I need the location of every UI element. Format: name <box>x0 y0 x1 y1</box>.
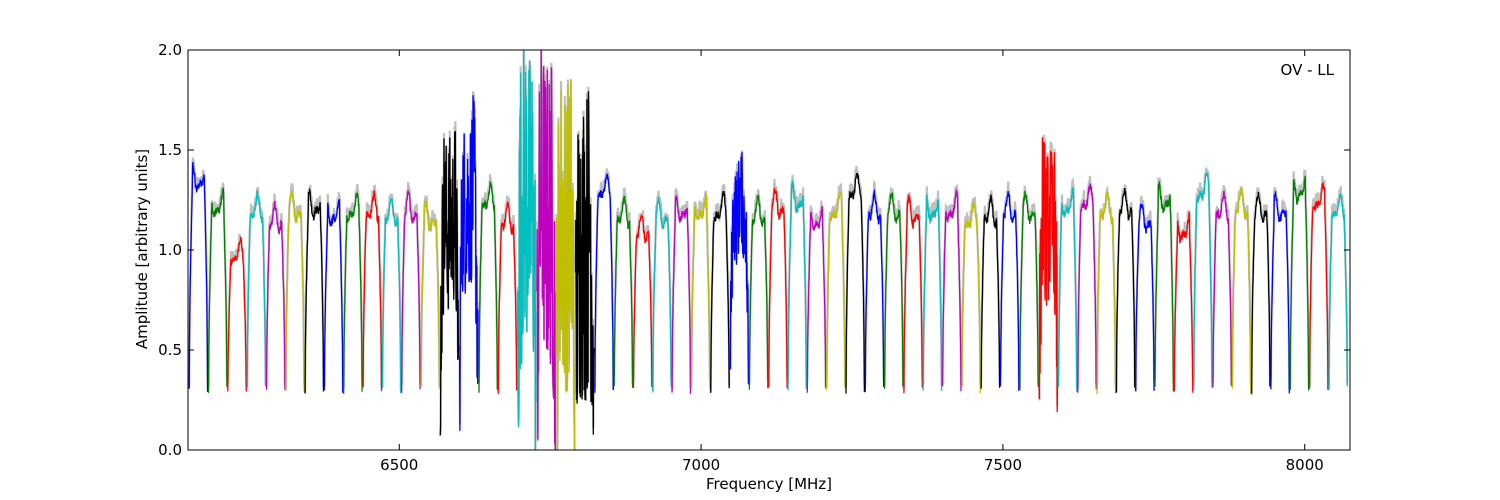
channel-trace-29 <box>748 194 769 390</box>
x-tick-label: 7500 <box>984 456 1022 474</box>
channel-trace-22 <box>613 195 634 388</box>
channel-trace-28 <box>729 152 750 385</box>
y-tick-label: 2.0 <box>158 41 182 59</box>
channel-trace-26 <box>690 193 711 388</box>
channel-trace-8 <box>343 192 363 395</box>
channel-trace-39 <box>941 188 962 392</box>
channel-trace-47 <box>1096 191 1117 395</box>
channel-trace-33 <box>825 191 846 390</box>
channel-trace-19 <box>555 80 576 450</box>
channel-trace-37 <box>903 194 923 394</box>
channel-trace-54 <box>1231 187 1252 394</box>
background-trace-segment <box>400 181 422 386</box>
channel-trace-17 <box>516 50 537 450</box>
background-trace-segment <box>844 165 866 388</box>
channel-trace-51 <box>1173 211 1194 393</box>
channel-trace-6 <box>304 187 325 394</box>
channel-trace-58 <box>1308 182 1329 390</box>
channel-trace-25 <box>671 193 692 394</box>
annotation-ov-ll: OV - LL <box>1281 61 1335 79</box>
channel-trace-11 <box>401 188 421 393</box>
channel-trace-2 <box>227 236 247 392</box>
x-tick-label: 6500 <box>380 456 418 474</box>
channel-trace-12 <box>420 200 441 389</box>
y-axis-label: Amplitude [arbitrary units] <box>133 149 151 349</box>
channel-trace-34 <box>845 172 866 394</box>
channel-trace-57 <box>1289 175 1310 391</box>
y-tick-label: 0.5 <box>158 341 182 359</box>
channel-trace-36 <box>883 192 904 389</box>
channel-trace-59 <box>1328 193 1348 391</box>
y-tick-label: 1.5 <box>158 141 182 159</box>
channel-trace-21 <box>594 173 614 393</box>
channel-trace-52 <box>1193 172 1213 391</box>
channel-trace-45 <box>1057 187 1078 393</box>
channel-trace-1 <box>207 187 228 393</box>
channel-trace-16 <box>497 201 518 394</box>
x-tick-label: 7000 <box>682 456 720 474</box>
channel-trace-9 <box>362 190 383 392</box>
channel-trace-15 <box>478 181 499 393</box>
channel-trace-24 <box>652 196 672 392</box>
channel-trace-3 <box>246 190 267 388</box>
channel-trace-14 <box>458 95 479 431</box>
channel-trace-23 <box>632 214 653 389</box>
x-tick-label: 8000 <box>1286 456 1324 474</box>
channel-trace-4 <box>265 200 286 390</box>
channel-trace-31 <box>787 180 808 391</box>
channel-trace-0 <box>188 162 209 393</box>
x-axis-label: Frequency [MHz] <box>706 475 832 493</box>
channel-trace-30 <box>768 186 788 389</box>
channel-trace-50 <box>1154 181 1175 392</box>
channel-trace-20 <box>574 91 595 435</box>
channel-trace-35 <box>864 188 885 392</box>
channel-trace-27 <box>710 191 730 393</box>
channel-trace-5 <box>285 190 305 392</box>
channel-trace-40 <box>961 201 981 394</box>
channel-trace-53 <box>1212 190 1233 388</box>
channel-trace-38 <box>922 194 943 391</box>
channel-trace-13 <box>439 130 460 436</box>
channel-trace-56 <box>1270 191 1290 394</box>
channel-trace-49 <box>1135 203 1155 392</box>
channel-trace-18 <box>536 50 556 450</box>
channel-trace-7 <box>323 199 344 393</box>
channel-trace-48 <box>1115 188 1136 393</box>
channel-trace-55 <box>1250 191 1271 394</box>
y-tick-label: 0.0 <box>158 441 182 459</box>
channel-trace-10 <box>381 198 402 394</box>
channel-trace-41 <box>980 193 1001 389</box>
axes: 6500 7000 7500 8000 0.0 0.5 1.0 1.5 2.0 <box>158 41 1351 474</box>
y-tick-label: 1.0 <box>158 241 182 259</box>
channel-trace-46 <box>1077 183 1097 393</box>
channel-trace-32 <box>806 206 827 393</box>
channel-trace-44 <box>1038 137 1059 413</box>
channel-trace-42 <box>999 191 1020 391</box>
channel-trace-43 <box>1019 190 1039 390</box>
plot-area <box>188 50 1349 450</box>
